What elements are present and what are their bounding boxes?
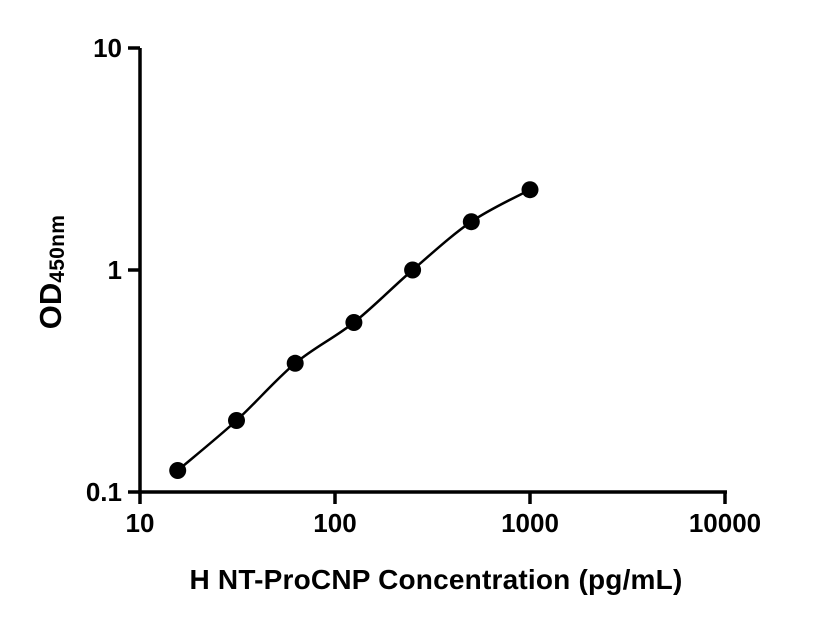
data-point (169, 462, 187, 479)
y-axis-title-main: OD (33, 282, 68, 330)
x-tick-label: 10 (126, 508, 155, 538)
y-axis-title: OD450nm (33, 122, 73, 422)
data-point (462, 213, 480, 231)
data-point (228, 412, 245, 429)
data-point (404, 261, 422, 279)
x-axis-title: H NT-ProCNP Concentration (pg/mL) (189, 564, 683, 595)
y-tick-label: 1 (108, 255, 122, 285)
x-tick-label: 100 (313, 508, 356, 538)
y-tick-label: 0.1 (86, 477, 122, 507)
data-point (521, 181, 539, 199)
data-point (286, 354, 304, 372)
y-tick-label: 10 (93, 33, 122, 63)
data-point (345, 314, 363, 331)
y-axis-title-subscript: 450nm (46, 214, 69, 283)
x-tick-label: 1000 (501, 508, 559, 538)
x-tick-label: 10000 (689, 508, 761, 538)
